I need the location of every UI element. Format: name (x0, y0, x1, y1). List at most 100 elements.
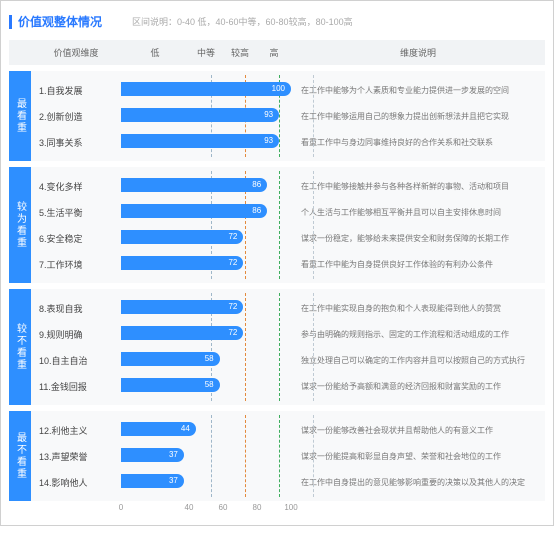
bar-cell: 58 (121, 352, 291, 368)
group: 最看重1.自我发展 100 在工作中能够为个人素质和专业能力提供进一步发展的空间 2.… (9, 71, 545, 161)
bar: 44 (121, 422, 196, 436)
bar: 72 (121, 230, 243, 244)
dimension-desc: 参与由明确的规则指示、固定的工作流程和活动组成的工作 (291, 329, 545, 340)
col-chart-labels: 低 中等 较高 高 (121, 46, 291, 59)
dimension-desc: 谋求一份能够改善社会现状并且帮助他人的有意义工作 (291, 425, 545, 436)
header: 价值观整体情况 区间说明：0-40 低，40-60中等，60-80较高，80-1… (9, 13, 545, 30)
col-dimension: 价值观维度 (31, 46, 121, 59)
bar-cell: 37 (121, 474, 291, 490)
dimension-desc: 独立处理自己可以确定的工作内容并且可以按照自己的方式执行 (291, 355, 545, 366)
axis-tick: 60 (219, 503, 228, 512)
bar-value: 100 (272, 82, 285, 96)
dimension-name: 6.安全稳定 (31, 232, 121, 245)
value-row: 9.规则明确72参与由明确的规则指示、固定的工作流程和活动组成的工作 (31, 321, 545, 347)
bar-cell: 100 (121, 82, 291, 98)
value-row: 7.工作环境72看重工作中能为自身提供良好工作体验的有利办公条件 (31, 251, 545, 277)
bar: 86 (121, 178, 267, 192)
chart-range-label: 中等 (197, 46, 215, 59)
bar-value: 86 (252, 178, 261, 192)
value-row: 11.金钱回报 58 谋求一份能给予高额和满意的经济回报和财富奖励的工作 (31, 373, 545, 399)
bar-value: 72 (228, 326, 237, 340)
group: 较不看重8.表现自我72在工作中能实现自身的抱负和个人表现能得到他人的赞赏9.规… (9, 289, 545, 405)
dimension-name: 2.创新创造 (31, 110, 121, 123)
dimension-name: 8.表现自我 (31, 302, 121, 315)
bar-cell: 86 (121, 204, 291, 220)
dimension-desc: 在工作中能够运用自己的想象力提出创新想法并且把它实现 (291, 111, 545, 122)
value-row: 10.自主自治 58 独立处理自己可以确定的工作内容并且可以按照自己的方式执行 (31, 347, 545, 373)
dimension-name: 11.金钱回报 (31, 380, 121, 393)
dimension-desc: 在工作中能实现自身的抱负和个人表现能得到他人的赞赏 (291, 303, 545, 314)
dimension-desc: 看重工作中能为自身提供良好工作体验的有利办公条件 (291, 259, 545, 270)
bar-cell: 58 (121, 378, 291, 394)
group-body: 8.表现自我72在工作中能实现自身的抱负和个人表现能得到他人的赞赏9.规则明确7… (31, 289, 545, 405)
bar: 86 (121, 204, 267, 218)
value-row: 1.自我发展 100 在工作中能够为个人素质和专业能力提供进一步发展的空间 (31, 77, 545, 103)
page-title: 价值观整体情况 (18, 13, 102, 30)
bar-value: 58 (205, 352, 214, 366)
bar-value: 37 (169, 448, 178, 462)
bar-value: 86 (252, 204, 261, 218)
bar-value: 72 (228, 300, 237, 314)
bar-cell: 72 (121, 230, 291, 246)
group-label: 最看重 (9, 71, 31, 161)
dimension-name: 5.生活平衡 (31, 206, 121, 219)
dimension-desc: 个人生活与工作能够相互平衡并且可以自主安排休息时间 (291, 207, 545, 218)
bar-value: 58 (205, 378, 214, 392)
axis-tick: 100 (284, 503, 297, 512)
chart-range-label: 高 (269, 46, 278, 59)
value-row: 14.影响他人 37 在工作中自身提出的意见能够影响重要的决策以及其他人的决定 (31, 469, 545, 495)
group: 较为看重4.变化多样86在工作中能够接触并参与各种各样新鲜的事物、活动和项目5.… (9, 167, 545, 283)
bar: 58 (121, 378, 220, 392)
bar-cell: 37 (121, 448, 291, 464)
axis-tick: 0 (119, 503, 123, 512)
dimension-name: 13.声望荣誉 (31, 450, 121, 463)
dimension-name: 10.自主自治 (31, 354, 121, 367)
dimension-name: 3.同事关系 (31, 136, 121, 149)
bar-value: 72 (228, 256, 237, 270)
group-body: 12.利他主义 44 谋求一份能够改善社会现状并且帮助他人的有意义工作 13.声望荣誉… (31, 411, 545, 501)
group-body: 1.自我发展 100 在工作中能够为个人素质和专业能力提供进一步发展的空间 2.创新创… (31, 71, 545, 161)
bar-cell: 72 (121, 300, 291, 316)
dimension-name: 14.影响他人 (31, 476, 121, 489)
x-axis: 0 40 60 80 100 (9, 503, 545, 517)
bar-cell: 72 (121, 326, 291, 342)
bar: 93 (121, 108, 279, 122)
group-label: 较为看重 (9, 167, 31, 283)
range-legend: 区间说明：0-40 低，40-60中等，60-80较高，80-100高 (132, 15, 353, 28)
value-row: 8.表现自我 72 在工作中能实现自身的抱负和个人表现能得到他人的赞赏 (31, 295, 545, 321)
bar: 72 (121, 300, 243, 314)
bar: 58 (121, 352, 220, 366)
dimension-desc: 看重工作中与身边同事维持良好的合作关系和社交联系 (291, 137, 545, 148)
group: 最不看重12.利他主义44谋求一份能够改善社会现状并且帮助他人的有意义工作13.… (9, 411, 545, 501)
dimension-desc: 谋求一份能给予高额和满意的经济回报和财富奖励的工作 (291, 381, 545, 392)
axis-tick: 40 (185, 503, 194, 512)
bar-value: 44 (181, 422, 190, 436)
bar-cell: 86 (121, 178, 291, 194)
axis-tick: 80 (253, 503, 262, 512)
value-row: 6.安全稳定 72 谋求一份稳定，能够给未来提供安全和财务保障的长期工作 (31, 225, 545, 251)
value-row: 4.变化多样86在工作中能够接触并参与各种各样新鲜的事物、活动和项目 (31, 173, 545, 199)
bar-cell: 44 (121, 422, 291, 438)
bar-cell: 72 (121, 256, 291, 272)
bar-value: 37 (169, 474, 178, 488)
bar: 72 (121, 256, 243, 270)
value-row: 3.同事关系93 看重工作中与身边同事维持良好的合作关系和社交联系 (31, 129, 545, 155)
group-body: 4.变化多样86在工作中能够接触并参与各种各样新鲜的事物、活动和项目5.生活平衡… (31, 167, 545, 283)
bar: 37 (121, 474, 184, 488)
dimension-name: 1.自我发展 (31, 84, 121, 97)
dimension-desc: 在工作中能够为个人素质和专业能力提供进一步发展的空间 (291, 85, 545, 96)
value-row: 5.生活平衡 86 个人生活与工作能够相互平衡并且可以自主安排休息时间 (31, 199, 545, 225)
chart-range-label: 低 (150, 46, 159, 59)
accent-bar (9, 15, 12, 29)
dimension-name: 12.利他主义 (31, 424, 121, 437)
table-header: 价值观维度 低中等较高高 维度说明 (9, 40, 545, 65)
dimension-desc: 在工作中自身提出的意见能够影响重要的决策以及其他人的决定 (291, 477, 545, 488)
chart-range-label: 较高 (231, 46, 249, 59)
bar-value: 93 (264, 108, 273, 122)
bar: 93 (121, 134, 279, 148)
bar: 100 (121, 82, 291, 96)
values-report: 价值观整体情况 区间说明：0-40 低，40-60中等，60-80较高，80-1… (0, 0, 554, 526)
value-row: 2.创新创造 93 在工作中能够运用自己的想象力提出创新想法并且把它实现 (31, 103, 545, 129)
bar-value: 72 (228, 230, 237, 244)
dimension-desc: 谋求一份稳定，能够给未来提供安全和财务保障的长期工作 (291, 233, 545, 244)
